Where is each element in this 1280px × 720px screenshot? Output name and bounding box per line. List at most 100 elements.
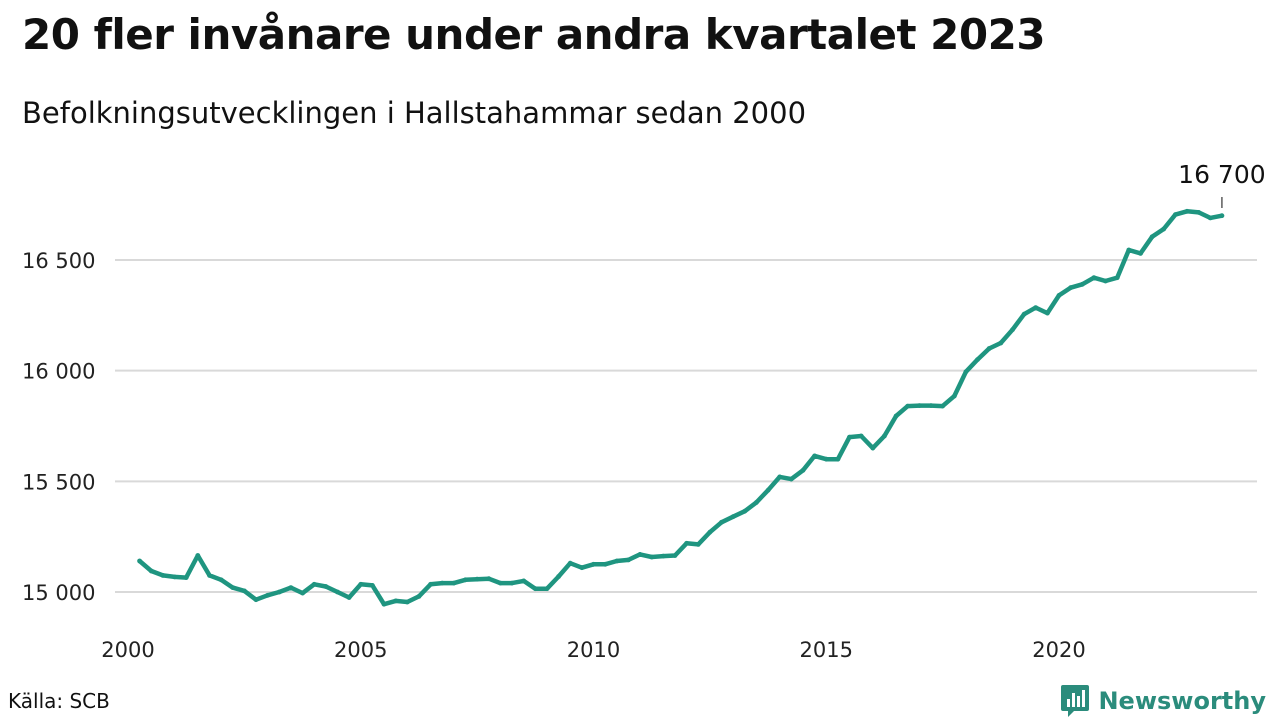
brand-name: Newsworthy bbox=[1098, 687, 1266, 715]
data-point bbox=[288, 585, 294, 590]
data-point bbox=[707, 529, 713, 535]
newsworthy-logo-icon bbox=[1061, 685, 1090, 717]
data-point bbox=[870, 445, 876, 451]
x-tick-label: 2015 bbox=[800, 638, 853, 662]
data-point bbox=[218, 577, 224, 583]
data-point bbox=[975, 357, 980, 362]
data-point bbox=[730, 514, 736, 520]
data-point bbox=[207, 573, 212, 578]
data-point bbox=[1068, 285, 1073, 291]
y-tick-label: 15 500 bbox=[22, 470, 95, 494]
data-point bbox=[660, 553, 666, 559]
end-annotation: 16 700 bbox=[1178, 160, 1266, 208]
data-point bbox=[370, 583, 375, 588]
data-point bbox=[765, 487, 771, 493]
data-point bbox=[532, 586, 538, 592]
data-point bbox=[276, 589, 282, 595]
data-point bbox=[591, 561, 596, 567]
data-point bbox=[567, 560, 573, 566]
data-point bbox=[963, 369, 969, 375]
data-point bbox=[242, 588, 247, 594]
data-point bbox=[346, 595, 352, 600]
data-point bbox=[649, 554, 655, 560]
data-point bbox=[1021, 311, 1027, 317]
y-tick-label: 15 000 bbox=[22, 581, 95, 605]
data-point bbox=[998, 340, 1004, 346]
data-point bbox=[579, 565, 585, 571]
data-point bbox=[928, 403, 934, 408]
data-point bbox=[556, 574, 561, 579]
data-point bbox=[1103, 278, 1108, 284]
data-point bbox=[544, 586, 550, 592]
data-point bbox=[1161, 226, 1167, 232]
data-point bbox=[335, 589, 340, 595]
data-point bbox=[1173, 212, 1178, 218]
data-point bbox=[486, 576, 492, 582]
data-point bbox=[498, 580, 503, 586]
data-point bbox=[1184, 208, 1190, 214]
data-point bbox=[754, 500, 759, 505]
chart-subtitle: Befolkningsutvecklingen i Hallstahammar … bbox=[22, 96, 807, 130]
data-point bbox=[823, 456, 829, 462]
data-point bbox=[521, 578, 527, 584]
data-point bbox=[451, 580, 457, 586]
data-point bbox=[253, 597, 259, 603]
data-point bbox=[1010, 327, 1015, 333]
data-point bbox=[1126, 247, 1132, 253]
data-point bbox=[195, 553, 201, 558]
data-point bbox=[614, 558, 620, 564]
data-point bbox=[951, 393, 957, 399]
data-point bbox=[626, 557, 631, 563]
data-point bbox=[695, 542, 701, 547]
data-point bbox=[602, 561, 608, 567]
data-point bbox=[1091, 275, 1097, 281]
chart-title: 20 fler invånare under andra kvartalet 2… bbox=[22, 10, 1046, 59]
data-point bbox=[381, 601, 387, 607]
data-point bbox=[835, 456, 841, 462]
y-tick-label: 16 500 bbox=[22, 249, 95, 273]
data-point bbox=[940, 403, 945, 409]
data-point bbox=[1219, 213, 1225, 219]
data-point bbox=[1207, 215, 1213, 221]
data-point bbox=[637, 552, 643, 557]
data-point bbox=[800, 467, 806, 473]
data-point bbox=[183, 575, 189, 580]
data-point bbox=[1045, 310, 1050, 316]
data-point bbox=[172, 574, 178, 580]
x-tick-label: 2010 bbox=[567, 638, 620, 662]
x-tick-label: 2000 bbox=[101, 638, 154, 662]
brand-logo[interactable]: Newsworthy bbox=[1060, 684, 1266, 718]
x-tick-label: 2005 bbox=[334, 638, 387, 662]
data-point bbox=[393, 598, 399, 604]
source-note: Källa: SCB bbox=[8, 689, 110, 713]
series-layer bbox=[137, 208, 1225, 607]
data-point bbox=[148, 568, 154, 574]
data-point bbox=[439, 580, 445, 586]
data-point bbox=[1138, 251, 1143, 256]
data-point bbox=[917, 403, 922, 408]
data-point bbox=[416, 594, 422, 599]
data-point bbox=[311, 581, 317, 587]
data-point bbox=[893, 413, 899, 419]
data-point bbox=[847, 434, 852, 440]
x-axis-tick-labels: 2000 2005 2010 2015 2020 bbox=[101, 638, 1085, 662]
data-point bbox=[858, 433, 864, 439]
data-point bbox=[474, 576, 480, 582]
data-point bbox=[358, 581, 364, 587]
data-point bbox=[1149, 234, 1155, 240]
data-point bbox=[742, 508, 748, 514]
data-point bbox=[1114, 275, 1120, 281]
data-point bbox=[323, 584, 329, 589]
data-point bbox=[684, 540, 689, 546]
data-point bbox=[1079, 281, 1085, 287]
data-point bbox=[463, 577, 468, 583]
data-point bbox=[788, 476, 794, 482]
data-point bbox=[882, 433, 887, 439]
data-point bbox=[509, 580, 515, 586]
data-point bbox=[230, 585, 236, 590]
data-point bbox=[265, 592, 270, 598]
data-point bbox=[137, 558, 143, 564]
data-point bbox=[905, 403, 911, 409]
data-point bbox=[428, 581, 433, 587]
